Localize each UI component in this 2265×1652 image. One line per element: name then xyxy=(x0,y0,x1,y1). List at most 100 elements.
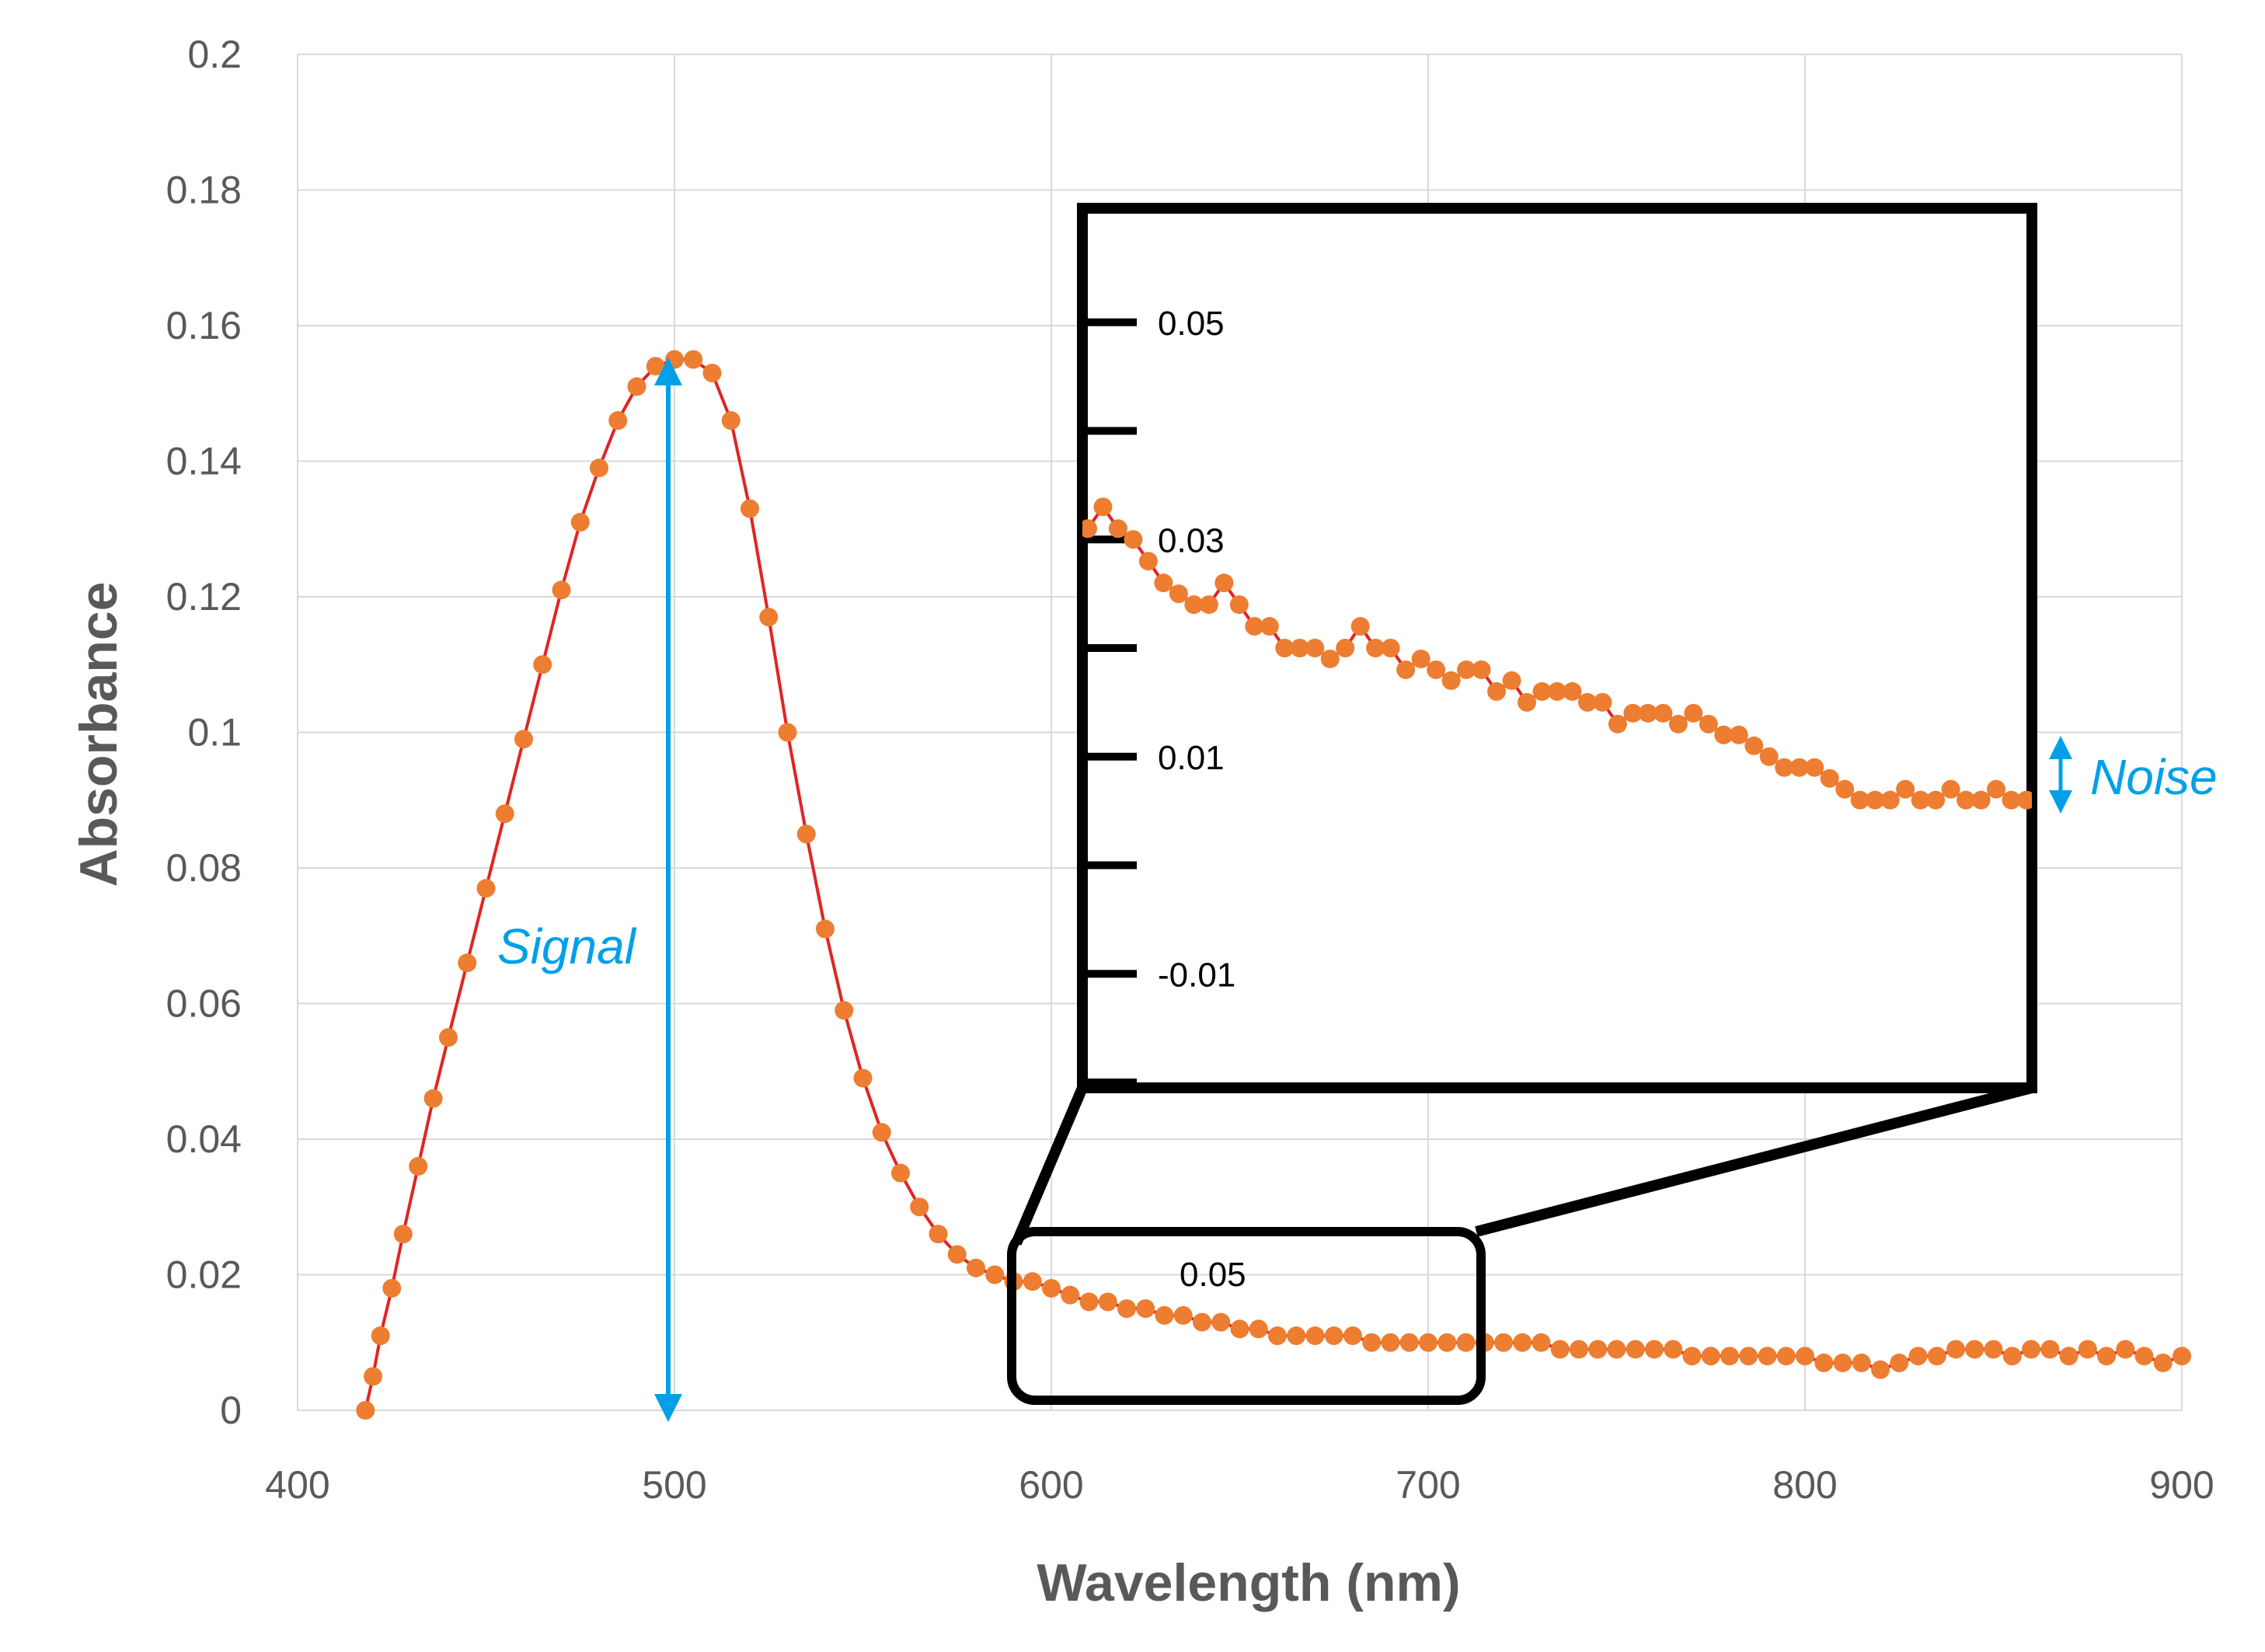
inset-data-point xyxy=(1957,790,1976,810)
data-point xyxy=(1965,1340,1984,1359)
data-point xyxy=(1984,1340,2003,1359)
data-point xyxy=(778,723,797,742)
inset-data-point xyxy=(1260,617,1279,636)
data-point xyxy=(1494,1333,1513,1352)
data-point xyxy=(646,357,665,376)
inset-data-point xyxy=(1275,639,1295,657)
inset-data-point xyxy=(1789,758,1809,777)
data-point xyxy=(1362,1333,1382,1352)
x-tick-label: 900 xyxy=(2149,1463,2214,1507)
data-point xyxy=(796,824,816,844)
inset-data-point xyxy=(1518,692,1537,712)
data-point xyxy=(2153,1353,2173,1372)
y-tick-label: 0 xyxy=(220,1389,242,1432)
absorbance-series xyxy=(356,350,2191,1420)
data-point xyxy=(1908,1347,1928,1366)
x-tick-label: 800 xyxy=(1772,1463,1837,1507)
data-point xyxy=(1814,1353,1834,1372)
inset-data-point xyxy=(1093,497,1113,517)
data-point xyxy=(947,1245,967,1264)
data-point xyxy=(835,1001,854,1020)
y-axis-tick-labels: 0 0.02 0.04 0.06 0.08 0.1 0.12 0.14 0.16 0.18 0.2 xyxy=(166,33,242,1432)
data-point xyxy=(1682,1347,1702,1366)
data-point xyxy=(1664,1340,1683,1359)
inset-tick-label: 0.05 xyxy=(1158,305,1225,343)
data-point xyxy=(1456,1333,1476,1352)
data-point xyxy=(1927,1347,1946,1366)
data-point xyxy=(1607,1340,1626,1359)
inset-data-point xyxy=(1835,779,1855,799)
inset-data-point xyxy=(1911,790,1930,810)
inset-data-point xyxy=(1124,530,1143,549)
inset-data-point xyxy=(1245,617,1264,636)
inset-data-point xyxy=(1668,714,1688,734)
inset-tick-label: -0.01 xyxy=(1158,956,1235,994)
data-point xyxy=(382,1278,402,1298)
data-point xyxy=(1645,1340,1664,1359)
data-point xyxy=(627,377,646,396)
inset-data-point xyxy=(1396,660,1416,679)
inset-data-point xyxy=(1290,639,1309,657)
data-point xyxy=(967,1258,985,1277)
y-tick-label: 0.06 xyxy=(166,982,242,1026)
inset-data-point xyxy=(1866,790,1885,810)
x-tick-label: 500 xyxy=(642,1463,706,1507)
inset-data-point xyxy=(1082,519,1097,538)
data-point xyxy=(1381,1333,1400,1352)
data-point xyxy=(1739,1347,1758,1366)
data-point xyxy=(1098,1292,1117,1312)
data-point xyxy=(570,513,590,532)
inset-data-point xyxy=(1214,573,1234,593)
data-point xyxy=(684,350,703,369)
data-point xyxy=(1588,1340,1608,1359)
data-point xyxy=(910,1197,929,1217)
inset-data-point xyxy=(1684,703,1703,723)
data-point xyxy=(985,1265,1005,1284)
data-point xyxy=(740,499,759,518)
data-point xyxy=(608,411,628,430)
x-tick-label: 600 xyxy=(1019,1463,1083,1507)
data-point xyxy=(1343,1326,1362,1346)
inset-data-point xyxy=(1593,692,1612,712)
data-point xyxy=(929,1225,948,1244)
inset-data-point xyxy=(2002,790,2021,810)
zoom-connector-right xyxy=(1475,1082,2033,1237)
inset-tick-label: 0.03 xyxy=(1158,521,1225,559)
inset-data-point xyxy=(1971,790,1991,810)
data-point xyxy=(439,1028,458,1047)
data-point xyxy=(1324,1326,1343,1346)
data-point xyxy=(1305,1326,1325,1346)
inset-data-point xyxy=(1820,768,1839,788)
inset-data-point xyxy=(1138,552,1158,571)
data-point xyxy=(1720,1347,1739,1366)
data-point xyxy=(1796,1347,1814,1366)
x-tick-label: 700 xyxy=(1396,1463,1460,1507)
inset-data-point xyxy=(1184,595,1204,615)
inset-data-point xyxy=(1427,660,1446,679)
data-point xyxy=(702,364,722,383)
series-line xyxy=(364,357,2183,1411)
y-tick-label: 0.04 xyxy=(166,1117,242,1161)
data-point xyxy=(476,879,496,898)
data-point xyxy=(495,804,514,824)
inset-data-point xyxy=(1169,584,1188,604)
data-point xyxy=(1890,1353,1909,1372)
data-point xyxy=(356,1401,375,1420)
data-point xyxy=(872,1123,891,1142)
data-point xyxy=(2097,1347,2116,1366)
data-point xyxy=(1437,1333,1457,1352)
data-point xyxy=(2078,1340,2097,1359)
y-tick-label: 0.12 xyxy=(166,575,242,619)
data-point xyxy=(1117,1299,1136,1319)
data-point xyxy=(1136,1299,1155,1319)
x-tick-label: 400 xyxy=(265,1463,329,1507)
inset-data-point xyxy=(1502,671,1521,690)
data-point xyxy=(1513,1333,1532,1352)
inset-data-point xyxy=(1926,790,1946,810)
y-tick-label: 0.2 xyxy=(187,33,242,76)
data-point xyxy=(1701,1347,1720,1366)
inset-panel xyxy=(1077,203,2037,1093)
data-point xyxy=(552,580,571,600)
inset-data-point xyxy=(1623,703,1643,723)
